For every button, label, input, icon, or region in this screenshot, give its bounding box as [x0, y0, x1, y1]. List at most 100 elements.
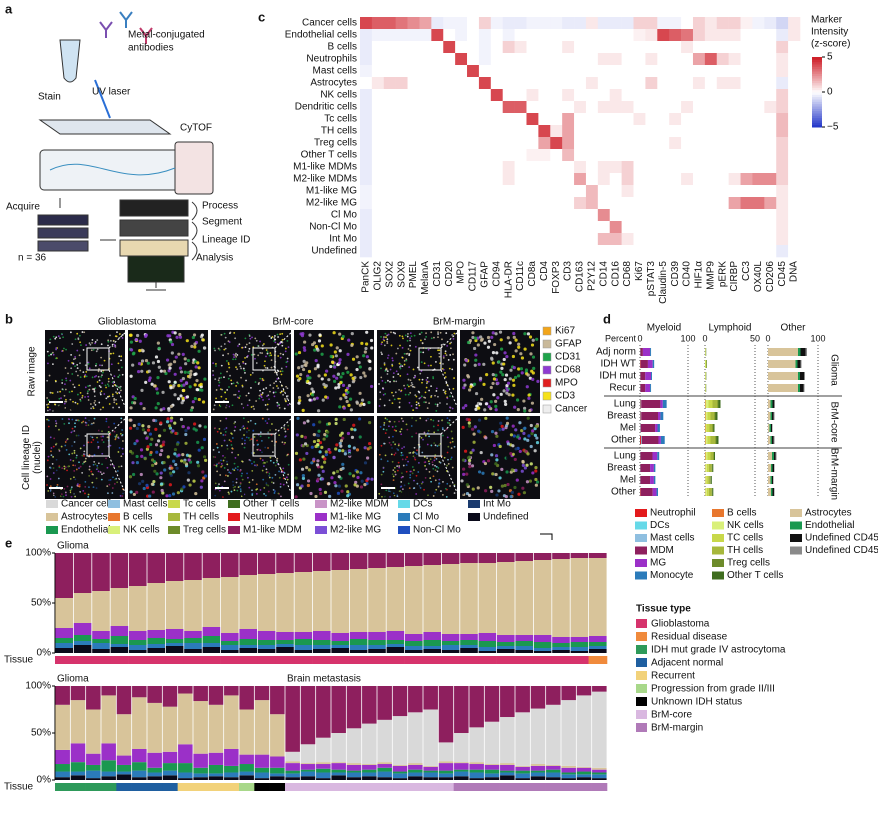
bar-segment [294, 639, 313, 645]
cell-dot [286, 339, 289, 342]
heatmap-cell [669, 137, 682, 150]
heatmap-cell [526, 137, 539, 150]
cell-dot [71, 427, 74, 430]
cell-dot [97, 447, 100, 449]
cell-dot [321, 469, 325, 473]
cell-dot [270, 359, 273, 362]
x-tick-label: 0 [637, 333, 642, 343]
cell-dot [526, 452, 530, 456]
heatmap-cell [443, 65, 456, 78]
cell-dot [223, 482, 226, 485]
cell-dot [261, 469, 264, 472]
heatmap-cell [692, 77, 706, 90]
heatmap-cell [788, 173, 801, 186]
cell-dot [534, 483, 538, 487]
cell-dot [502, 362, 506, 366]
heatmap-cell [526, 221, 539, 234]
cell-dot [479, 450, 483, 455]
heatmap-cell [633, 245, 646, 258]
heatmap-cell [407, 125, 420, 138]
heatmap-cell [776, 29, 789, 42]
cell-dot [526, 416, 530, 420]
heatmap-cell [728, 221, 741, 234]
heatmap-cell [419, 53, 432, 66]
heatmap-cell [704, 245, 718, 258]
cell-dot [144, 359, 149, 363]
column-label: CD3 [563, 261, 574, 281]
cell-dot [88, 342, 91, 345]
heatmap-cell [407, 137, 420, 150]
bar-segment [715, 436, 717, 444]
cell-dot [264, 494, 267, 497]
heatmap-cell [574, 137, 587, 150]
colorbar-segment [812, 68, 822, 72]
cell-dot [286, 453, 289, 456]
heatmap-cell [692, 53, 706, 66]
cell-dot [405, 358, 408, 361]
cell-dot [253, 408, 255, 410]
cell-dot [419, 417, 422, 420]
annotation: Lineage ID [202, 235, 250, 246]
cell-dot [200, 479, 204, 483]
heatmap-cell [752, 137, 765, 150]
cell-dot [110, 352, 112, 355]
cell-dot [166, 417, 170, 421]
cell-dot [204, 474, 208, 478]
cell-dot [449, 354, 452, 356]
bar-segment [349, 639, 368, 645]
cell-dot [159, 476, 163, 480]
cell-dot [221, 464, 224, 467]
bar-segment [316, 686, 331, 738]
heatmap-cell [431, 149, 444, 162]
cell-dot [400, 454, 403, 457]
cell-dot [212, 449, 215, 451]
cell-dot [161, 443, 165, 447]
cell-dot [398, 420, 400, 423]
heatmap-cell [562, 137, 575, 150]
heatmap-cell [657, 101, 670, 114]
cell-dot [368, 366, 372, 371]
heatmap-cell [716, 221, 729, 234]
cell-dot [228, 439, 231, 441]
cell-dot [339, 439, 343, 443]
heatmap-cell [740, 101, 753, 114]
heatmap-cell [431, 77, 444, 90]
heatmap-cell [597, 161, 611, 174]
heatmap-cell [788, 53, 801, 66]
bar-segment [460, 648, 478, 653]
cell-dot [243, 493, 246, 496]
heatmap-cell [490, 89, 504, 102]
bar-segment [423, 709, 438, 766]
cell-dot [250, 438, 253, 441]
bar-segment [515, 712, 530, 766]
heatmap-cell [395, 221, 408, 234]
heatmap-cell [692, 89, 706, 102]
cell-dot [108, 479, 110, 482]
cell-dot [434, 469, 437, 472]
heatmap-cell [692, 125, 706, 138]
heatmap-cell [752, 41, 765, 54]
bar-segment [797, 360, 801, 368]
heatmap-cell [728, 125, 741, 138]
cell-dot [65, 377, 67, 380]
cell-dot [182, 460, 187, 464]
heatmap-cell [657, 185, 670, 198]
cell-dot [397, 449, 400, 451]
cell-dot [398, 465, 401, 467]
heatmap-cell [538, 113, 551, 126]
cell-dot [215, 363, 217, 365]
colorbar-title: Intensity [811, 27, 848, 38]
heatmap-cell [704, 185, 718, 198]
bar-segment [239, 553, 257, 575]
cell-dot [410, 382, 413, 384]
cell-dot [468, 464, 472, 469]
cell-dot [287, 424, 290, 427]
cell-dot [338, 405, 342, 409]
bar-segment [165, 629, 184, 639]
bar-segment [771, 424, 772, 432]
bar-segment [705, 436, 706, 444]
heatmap-cell [621, 221, 634, 234]
column-header: Glioblastoma [98, 317, 157, 328]
heatmap-cell [585, 149, 599, 162]
heatmap-cell [752, 77, 765, 90]
